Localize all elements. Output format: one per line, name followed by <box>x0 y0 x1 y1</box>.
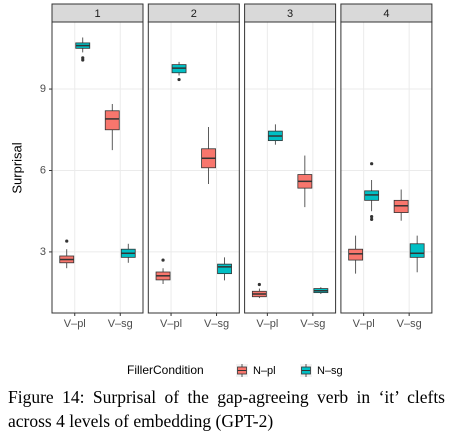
y-tick-label: 9 <box>40 83 46 95</box>
legend-label: N–pl <box>253 365 276 377</box>
x-tick-label: V–pl <box>64 318 86 330</box>
x-tick-label: V–sg <box>204 318 229 330</box>
x-tick-label: V–pl <box>160 318 182 330</box>
box <box>409 243 425 258</box>
panel <box>340 22 432 313</box>
outlier <box>65 239 69 243</box>
panel <box>52 22 143 313</box>
x-tick-label: V–sg <box>108 318 133 330</box>
outlier <box>177 77 181 82</box>
x-tick-label: V–pl <box>256 318 278 330</box>
legend-label: N–sg <box>317 365 343 377</box>
chart: Surprisal FillerCondition 1 V–pl V–sg 2 V–pl… <box>9 3 433 377</box>
panel-border <box>51 21 144 314</box>
outlier <box>370 217 374 221</box>
y-tick-label: 6 <box>40 164 46 176</box>
outlier <box>81 58 85 62</box>
facet-label: 2 <box>191 8 197 20</box>
legend-title: FillerCondition <box>127 363 204 377</box>
x-tick-label: V–pl <box>353 318 375 330</box>
outlier <box>257 282 261 287</box>
outlier <box>370 215 374 219</box>
caption: Figure 14: Surprisal of the gap-agreeing… <box>8 387 445 431</box>
box <box>348 248 364 261</box>
facet-label: 3 <box>287 8 293 20</box>
outlier <box>161 258 165 262</box>
box <box>217 263 232 275</box>
y-tick-label: 3 <box>40 246 46 258</box>
facet-label: 4 <box>383 8 389 20</box>
outlier <box>370 162 374 166</box>
x-tick-label: V–sg <box>300 318 325 330</box>
panel-border <box>340 21 433 314</box>
panel-border <box>147 21 240 314</box>
facet-label: 1 <box>94 8 100 20</box>
x-tick-label: V–sg <box>397 318 422 330</box>
box <box>104 110 120 131</box>
y-axis-label: Surprisal <box>9 142 24 193</box>
panel <box>244 22 336 313</box>
panel-border <box>244 21 337 314</box>
